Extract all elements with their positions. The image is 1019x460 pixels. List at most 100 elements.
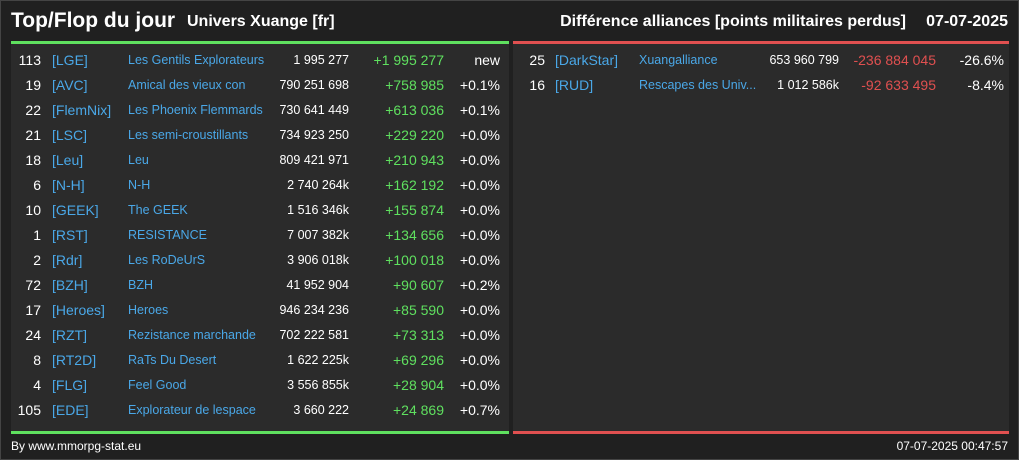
diff-value: +210 943 xyxy=(385,152,444,168)
alliance-name-link[interactable]: BZH xyxy=(128,278,153,292)
alliance-tag-link[interactable]: [Heroes] xyxy=(52,302,105,318)
alliance-name-link[interactable]: Les Phoenix Flemmards xyxy=(128,103,263,117)
alliance-tag-link[interactable]: [RUD] xyxy=(555,77,594,93)
alliance-name-link[interactable]: Les semi-croustillants xyxy=(128,128,249,142)
points-value: 702 222 581 xyxy=(279,328,349,342)
alliance-tag-link[interactable]: [BZH] xyxy=(52,277,88,293)
percent-value: +0.7% xyxy=(459,402,500,418)
diff-value: +73 313 xyxy=(393,327,444,343)
alliance-name-link[interactable]: The GEEK xyxy=(128,203,188,217)
rank-value: 16 xyxy=(529,77,545,93)
alliance-tag-link[interactable]: [Leu] xyxy=(52,152,84,168)
flop-row: 25 [DarkStar] Xuangalliance 653 960 799 -236… xyxy=(513,48,1009,73)
points-value: 41 952 904 xyxy=(286,278,349,292)
diff-value: -236 884 045 xyxy=(853,52,936,68)
diff-value: +85 590 xyxy=(393,302,444,318)
rank-value: 4 xyxy=(33,377,41,393)
percent-value: +0.1% xyxy=(459,77,500,93)
points-value: 653 960 799 xyxy=(769,53,839,67)
alliance-name-link[interactable]: Feel Good xyxy=(128,378,187,392)
alliance-tag-link[interactable]: [FlemNix] xyxy=(52,102,112,118)
diff-value: +100 018 xyxy=(385,252,444,268)
top-row: 8 [RT2D] RaTs Du Desert 1 622 225k +69 296 +0… xyxy=(11,348,509,373)
points-value: 790 251 698 xyxy=(279,78,349,92)
rank-value: 2 xyxy=(33,252,41,268)
percent-value: -8.4% xyxy=(967,77,1004,93)
alliance-tag-link[interactable]: [EDE] xyxy=(52,402,89,418)
alliance-name-link[interactable]: Leu xyxy=(128,153,149,167)
alliance-tag-link[interactable]: [LSC] xyxy=(52,127,88,143)
alliance-name-link[interactable]: Explorateur de lespace xyxy=(128,403,256,417)
alliance-name-link[interactable]: RESISTANCE xyxy=(128,228,207,242)
alliance-tag-link[interactable]: [FLG] xyxy=(52,377,88,393)
diff-value: +28 904 xyxy=(393,377,444,393)
alliance-tag-link[interactable]: [DarkStar] xyxy=(555,52,619,68)
percent-value: +0.0% xyxy=(459,352,500,368)
diff-value: -92 633 495 xyxy=(861,77,936,93)
alliance-tag-link[interactable]: [LGE] xyxy=(52,52,88,68)
points-value: 7 007 382k xyxy=(287,228,349,242)
rank-value: 25 xyxy=(529,52,545,68)
alliance-name-link[interactable]: Rezistance marchande xyxy=(128,328,256,342)
rank-value: 18 xyxy=(25,152,41,168)
page-title: Top/Flop du jour xyxy=(11,9,176,32)
alliance-tag-link[interactable]: [N-H] xyxy=(52,177,85,193)
top-row: 105 [EDE] Explorateur de lespace 3 660 222 +… xyxy=(11,398,509,423)
alliance-tag-link[interactable]: [GEEK] xyxy=(52,202,99,218)
alliance-tag-link[interactable]: [RST] xyxy=(52,227,88,243)
diff-value: +24 869 xyxy=(393,402,444,418)
percent-value: +0.0% xyxy=(459,127,500,143)
points-value: 3 906 018k xyxy=(287,253,349,267)
percent-value: +0.0% xyxy=(459,302,500,318)
rank-value: 21 xyxy=(25,127,41,143)
diff-value: +155 874 xyxy=(385,202,444,218)
top-row: 72 [BZH] BZH 41 952 904 +90 607 +0.2% xyxy=(11,273,509,298)
rank-value: 105 xyxy=(17,402,41,418)
percent-value: new xyxy=(474,52,500,68)
header: Top/Flop du jour Univers Xuange [fr] Dif… xyxy=(1,1,1018,39)
flop-row: 16 [RUD] Rescapes des Univ... 1 012 586k -92… xyxy=(513,73,1009,98)
points-value: 734 923 250 xyxy=(279,128,349,142)
top-row: 2 [Rdr] Les RoDeUrS 3 906 018k +100 018 +0.0% xyxy=(11,248,509,273)
alliance-tag-link[interactable]: [Rdr] xyxy=(52,252,83,268)
top-row: 113 [LGE] Les Gentils Explorateurs 1 995 27… xyxy=(11,48,509,73)
ranking-description: Différence alliances [points militaires … xyxy=(560,13,906,30)
top-row: 19 [AVC] Amical des vieux con 790 251 698 +7… xyxy=(11,73,509,98)
points-value: 730 641 449 xyxy=(279,103,349,117)
diff-value: +229 220 xyxy=(385,127,444,143)
alliance-name-link[interactable]: Amical des vieux con xyxy=(128,78,246,92)
points-value: 1 622 225k xyxy=(287,353,349,367)
alliance-name-link[interactable]: Les Gentils Explorateurs xyxy=(128,53,265,67)
rank-value: 6 xyxy=(33,177,41,193)
alliance-name-link[interactable]: Les RoDeUrS xyxy=(128,253,206,267)
points-value: 809 421 971 xyxy=(279,153,349,167)
alliance-name-link[interactable]: Rescapes des Univ... xyxy=(639,78,757,92)
alliance-name-link[interactable]: N-H xyxy=(128,178,151,192)
points-value: 3 556 855k xyxy=(287,378,349,392)
diff-value: +758 985 xyxy=(385,77,444,93)
percent-value: +0.0% xyxy=(459,152,500,168)
footer-timestamp: 07-07-2025 00:47:57 xyxy=(896,439,1008,453)
alliance-tag-link[interactable]: [RT2D] xyxy=(52,352,97,368)
alliance-name-link[interactable]: RaTs Du Desert xyxy=(128,353,217,367)
percent-value: +0.1% xyxy=(459,102,500,118)
points-value: 1 012 586k xyxy=(777,78,839,92)
rank-value: 24 xyxy=(25,327,41,343)
alliance-tag-link[interactable]: [RZT] xyxy=(52,327,87,343)
diff-value: +162 192 xyxy=(385,177,444,193)
percent-value: +0.0% xyxy=(459,327,500,343)
top-row: 17 [Heroes] Heroes 946 234 236 +85 590 +0.0% xyxy=(11,298,509,323)
top-row: 21 [LSC] Les semi-croustillants 734 923 250… xyxy=(11,123,509,148)
percent-value: +0.0% xyxy=(459,377,500,393)
rank-value: 1 xyxy=(33,227,41,243)
percent-value: +0.0% xyxy=(459,202,500,218)
universe-subtitle: Univers Xuange [fr] xyxy=(187,13,335,30)
rank-value: 10 xyxy=(25,202,41,218)
top-panel: 113 [LGE] Les Gentils Explorateurs 1 995 27… xyxy=(11,41,509,434)
alliance-name-link[interactable]: Xuangalliance xyxy=(639,53,718,67)
diff-value: +69 296 xyxy=(393,352,444,368)
rank-value: 22 xyxy=(25,102,41,118)
alliance-tag-link[interactable]: [AVC] xyxy=(52,77,88,93)
alliance-name-link[interactable]: Heroes xyxy=(128,303,169,317)
